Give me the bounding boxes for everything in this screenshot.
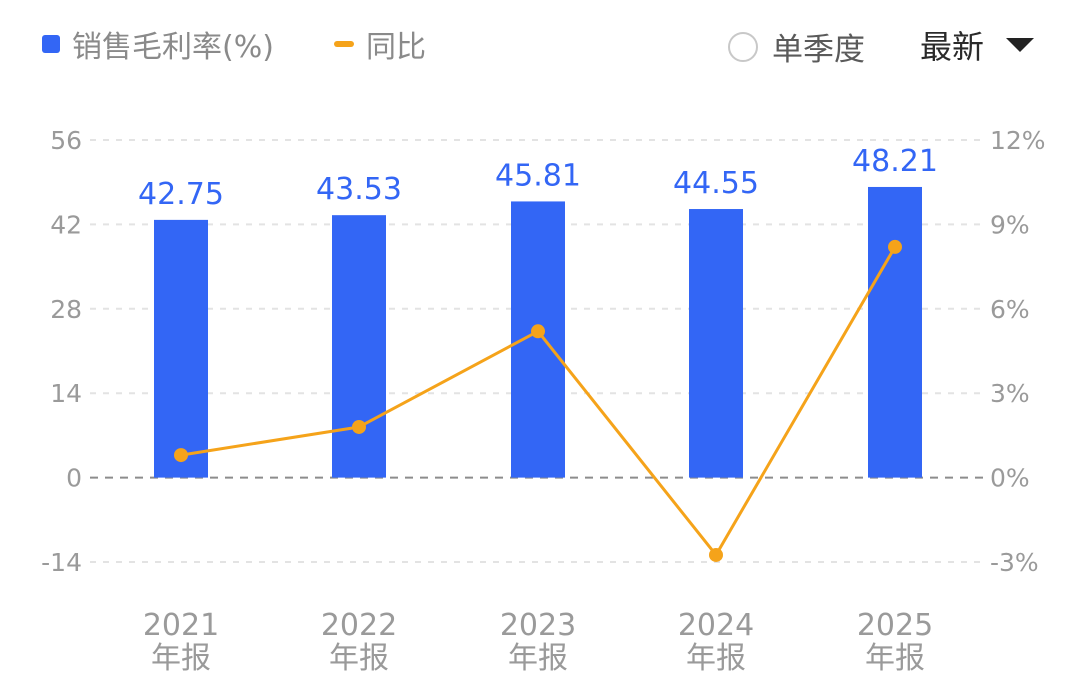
- x-tick-label-year: 2023: [500, 608, 576, 643]
- bar: [332, 215, 386, 478]
- bar: [154, 219, 208, 478]
- bar-value-label: 42.75: [138, 177, 224, 212]
- legend-label-yoy: 同比: [366, 30, 426, 65]
- bar-layer: [154, 186, 922, 478]
- x-tick-label-year: 2022: [321, 608, 397, 643]
- single-quarter-label: 单季度: [772, 32, 865, 68]
- legend-item-gross-margin[interactable]: 销售毛利率(%): [42, 22, 274, 66]
- y-left-tick-label: 0: [66, 464, 82, 493]
- y-right-tick-label: 6%: [990, 295, 1030, 324]
- chart-header: 销售毛利率(%) 同比 单季度 最新: [0, 0, 1080, 90]
- legend-item-yoy[interactable]: 同比: [334, 22, 426, 66]
- y-left-tick-label: 14: [50, 379, 82, 408]
- x-tick-label-year: 2025: [857, 608, 933, 643]
- yoy-point: [709, 547, 723, 562]
- y-right-tick-label: 9%: [990, 210, 1030, 239]
- bar-value-label: 48.21: [852, 144, 938, 179]
- yoy-point: [174, 448, 188, 463]
- x-tick-label-type: 年报: [508, 641, 568, 676]
- x-tick-label-type: 年报: [686, 641, 746, 676]
- yoy-point: [531, 324, 545, 339]
- line-layer: [174, 239, 902, 562]
- legend-line-swatch: [334, 41, 354, 47]
- legend-label-gross-margin: 销售毛利率(%): [72, 30, 274, 65]
- y-right-tick-label: 3%: [990, 379, 1030, 408]
- radio-icon[interactable]: [728, 31, 758, 62]
- period-dropdown[interactable]: 最新: [920, 22, 1035, 68]
- x-tick-label-year: 2021: [143, 608, 219, 643]
- x-tick-label-year: 2024: [678, 608, 754, 643]
- bar-value-label: 44.55: [673, 166, 759, 201]
- legend-bar-swatch: [42, 35, 60, 53]
- y-left-tick-label: 56: [50, 126, 82, 155]
- x-tick-label-type: 年报: [151, 641, 211, 676]
- x-tick-label-type: 年报: [329, 641, 389, 676]
- y-right-tick-label: -3%: [990, 548, 1039, 577]
- y-left-tick-label: 28: [50, 295, 82, 324]
- y-left-tick-label: -14: [41, 548, 82, 577]
- y-left-tick-label: 42: [50, 210, 82, 239]
- bar: [511, 201, 565, 478]
- bar: [689, 209, 743, 478]
- label-layer: 56 12% 42 9% 28 6% 14 3% 0 0% -14 -3% 42.75 43.53 45.8…: [41, 126, 1045, 676]
- y-right-tick-label: 12%: [990, 126, 1046, 155]
- bar-value-label: 43.53: [316, 172, 402, 207]
- x-tick-label-type: 年报: [865, 641, 925, 676]
- yoy-point: [352, 419, 366, 434]
- period-dropdown-label: 最新: [920, 28, 985, 66]
- bar: [868, 186, 922, 478]
- yoy-point: [888, 239, 902, 254]
- y-right-tick-label: 0%: [990, 464, 1030, 493]
- single-quarter-toggle[interactable]: 单季度: [728, 24, 865, 69]
- bar-value-label: 45.81: [495, 158, 581, 193]
- chevron-down-icon[interactable]: [1006, 38, 1035, 52]
